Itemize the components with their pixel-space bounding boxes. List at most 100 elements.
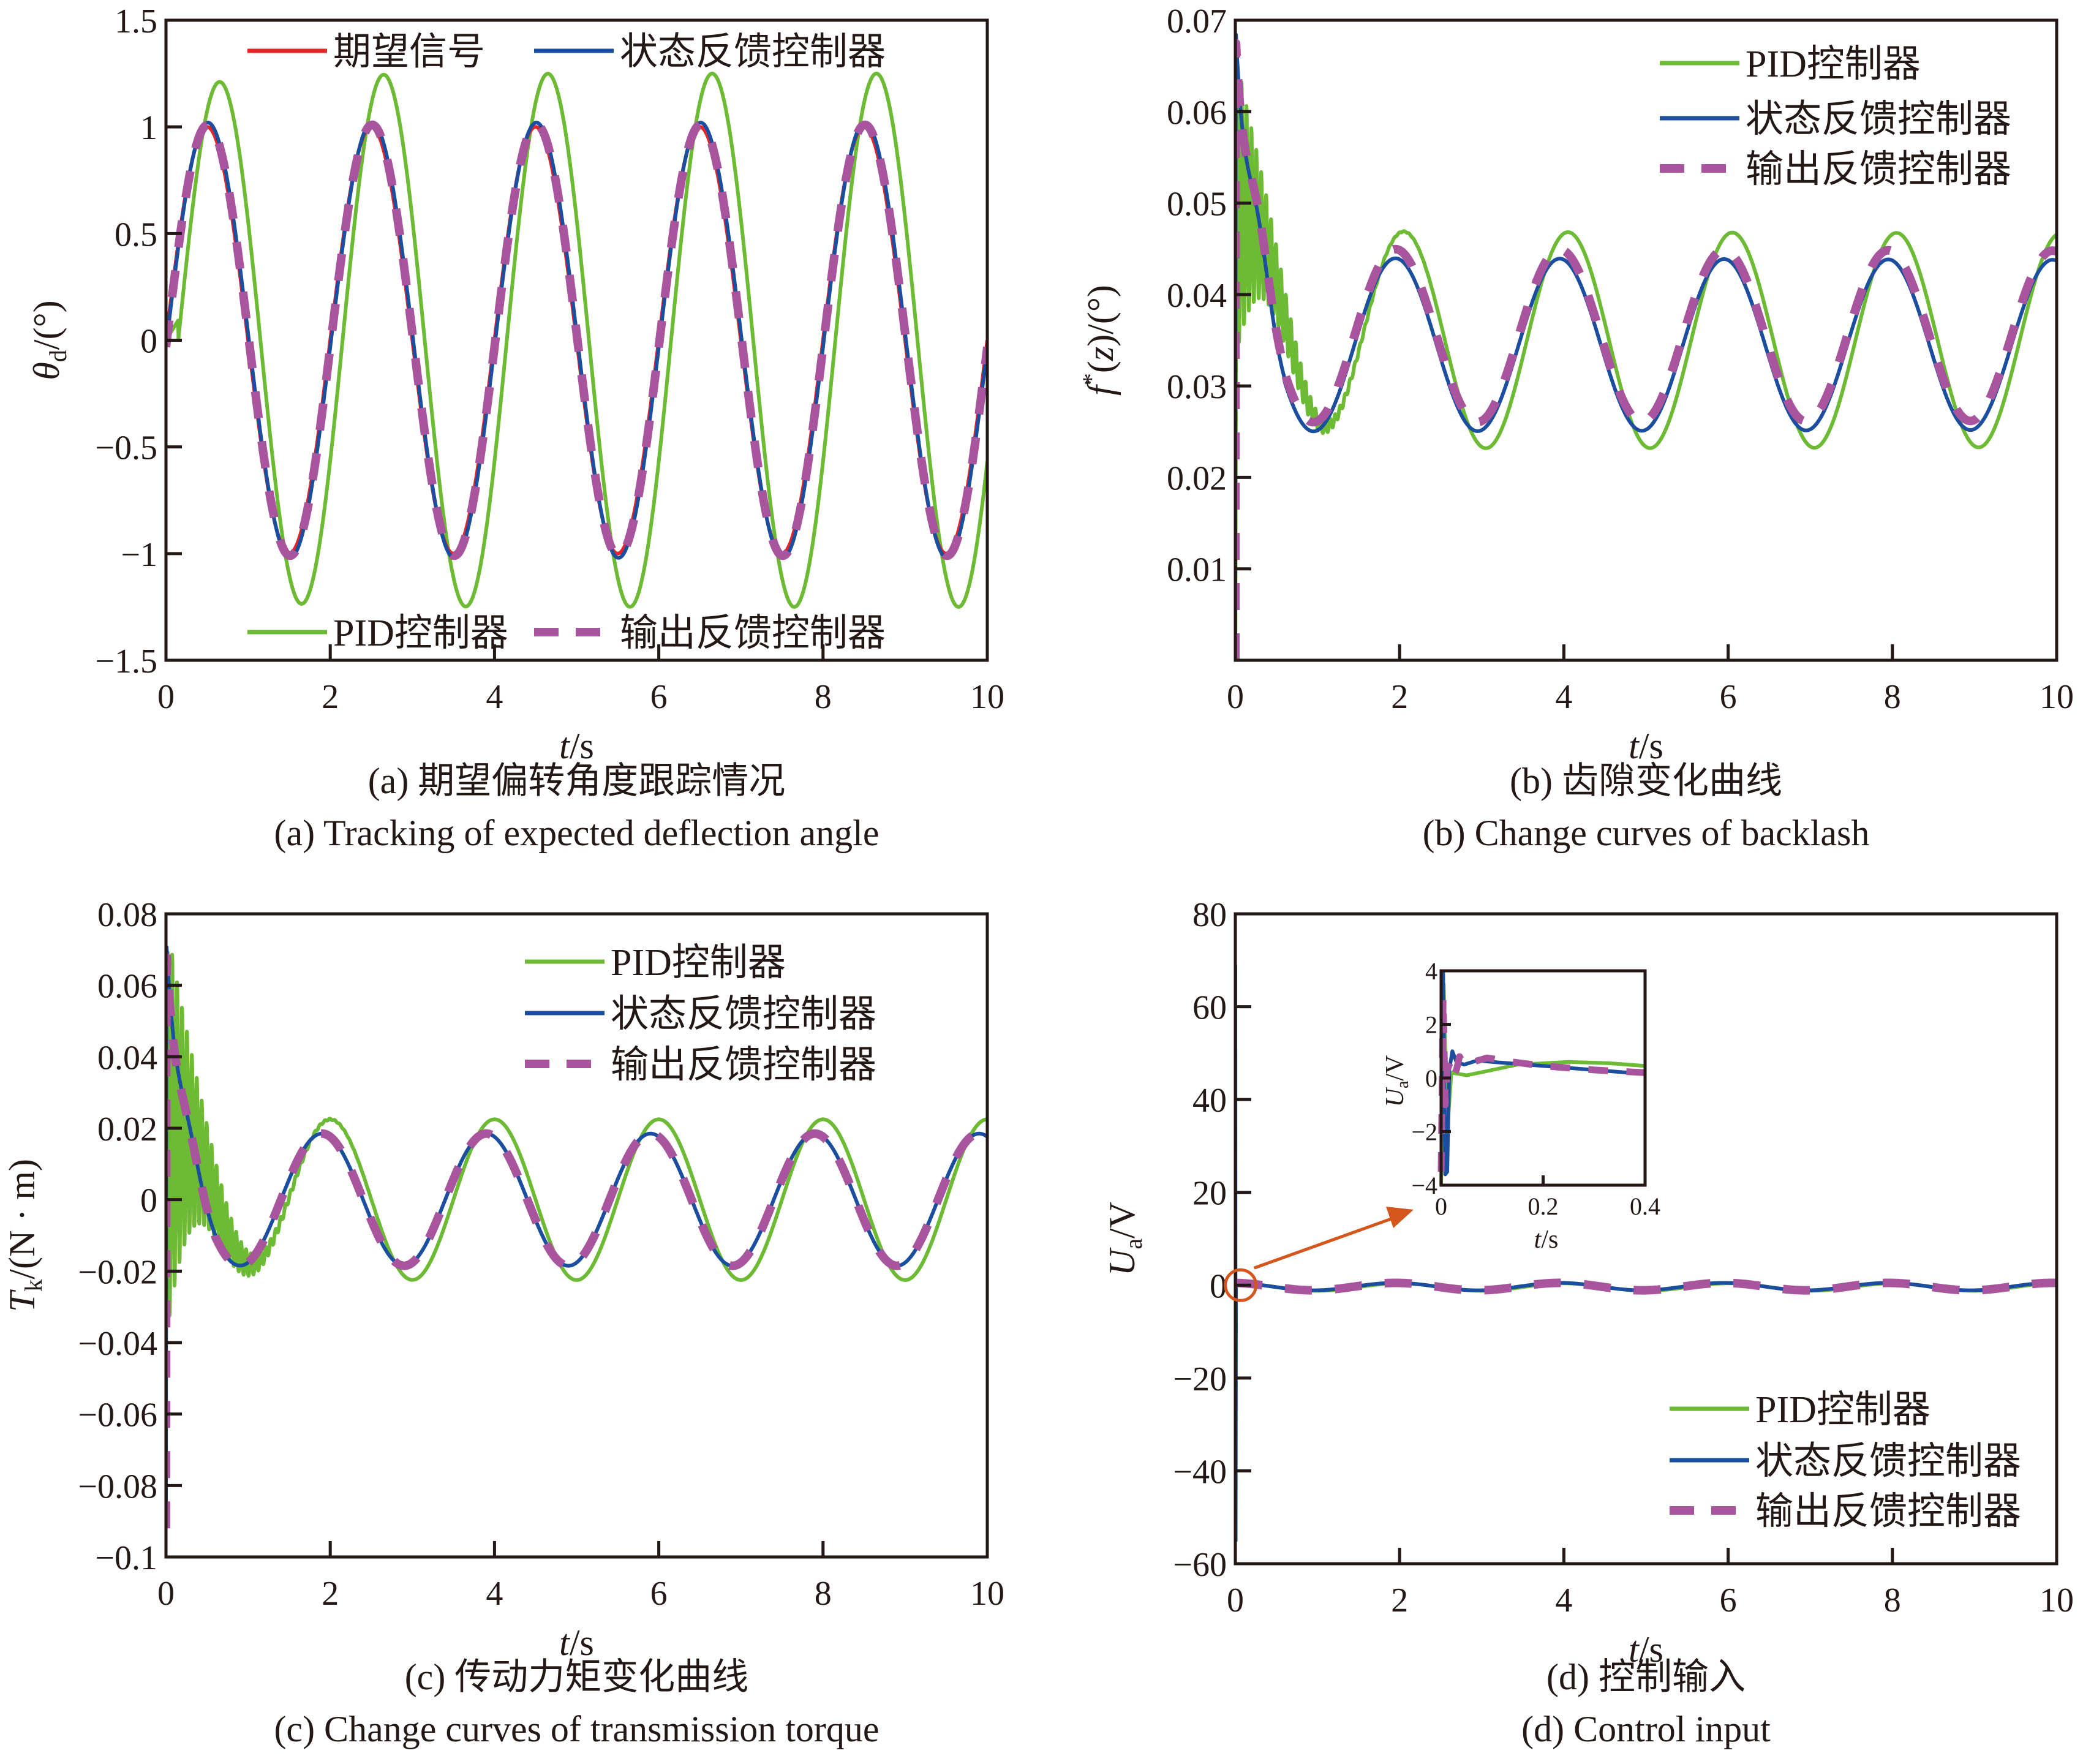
legend-entry-pid: PID控制器 — [525, 942, 786, 984]
axes-frame — [164, 912, 989, 1559]
x-axis-label-unit: /s — [570, 1623, 594, 1663]
y-axis-label-superscript: * — [1077, 373, 1105, 385]
x-axis-label: t/s — [1629, 1629, 1663, 1670]
series-line-pid — [166, 72, 987, 609]
y-tick-label: 0.02 — [1167, 459, 1227, 497]
x-axis-label: t/s — [559, 726, 594, 766]
inset-y-axis-label: Ua/V — [1381, 1055, 1412, 1107]
y-axis-label: Ua/V — [1102, 1202, 1147, 1276]
x-tick-label: 10 — [970, 678, 1004, 716]
caption-en: (a) Tracking of expected deflection angl… — [274, 813, 880, 853]
inset-y-tick-label: 0 — [1425, 1065, 1437, 1092]
legend-label-pid: PID控制器 — [1746, 43, 1921, 85]
y-tick-label: 0.06 — [1167, 94, 1227, 132]
y-axis-label-unit: /(N · m) — [2, 1159, 42, 1280]
x-axis-label-unit: /s — [1639, 726, 1663, 766]
y-tick-label: 0.08 — [97, 896, 157, 934]
caption-cn: (b) 齿隙变化曲线 — [1510, 761, 1782, 801]
y-tick-label: −0.5 — [95, 429, 157, 467]
y-axis-label-unit: /V — [1102, 1202, 1142, 1238]
legend-entry-state_feedback: 状态反馈控制器 — [525, 993, 876, 1035]
panel-a-tracking: 0 2 4 6 8 10 −1.5 −1 −0.5 0 0.5 1 1.5 t/s θd/(°) 期望信号 状态… — [26, 2, 1004, 853]
x-tick-label: 0 — [157, 678, 175, 716]
inset-x-tick-label: 0.2 — [1528, 1193, 1559, 1220]
x-tick-label: 4 — [486, 678, 503, 716]
y-axis-label-symbol: θ — [26, 362, 67, 380]
y-tick-label: 40 — [1192, 1082, 1227, 1120]
legend-entry-output_feedback: 输出反馈控制器 — [1670, 1491, 2021, 1532]
y-tick-label: −0.1 — [95, 1539, 157, 1577]
y-tick-label: −60 — [1173, 1546, 1227, 1584]
caption-cn: (a) 期望偏转角度跟踪情况 — [368, 761, 786, 801]
x-tick-label: 8 — [1884, 678, 1901, 716]
x-tick-label: 0 — [1227, 678, 1244, 716]
legend-label-state_feedback: 状态反馈控制器 — [611, 993, 876, 1035]
x-tick-label: 8 — [815, 1575, 832, 1613]
y-tick-label: 0 — [140, 1182, 157, 1220]
y-tick-label: 1.5 — [115, 2, 157, 40]
zoom-arrow-head — [1386, 1207, 1414, 1228]
x-tick-label: 10 — [2040, 678, 2074, 716]
x-tick-label: 10 — [970, 1575, 1004, 1613]
y-tick-label: 0.06 — [97, 968, 157, 1006]
legend-label-output_feedback: 输出反馈控制器 — [620, 612, 886, 654]
zoom-circle-annotation — [1224, 1268, 1258, 1302]
series-line-output_feedback — [166, 953, 987, 1529]
series-line-output_feedback — [166, 120, 987, 560]
y-tick-label: 0.04 — [1167, 277, 1227, 315]
x-tick-label: 2 — [322, 678, 339, 716]
x-tick-label: 2 — [1391, 678, 1408, 716]
y-tick-label: −1.5 — [95, 643, 157, 680]
x-tick-label: 10 — [2040, 1581, 2074, 1619]
series-line-output_feedback — [1235, 39, 2057, 660]
x-tick-label: 6 — [1720, 678, 1737, 716]
caption-cn: (c) 传动力矩变化曲线 — [405, 1657, 749, 1697]
x-tick-label: 6 — [1720, 1581, 1737, 1619]
legend-label-desired: 期望信号 — [333, 31, 485, 73]
y-axis-label-z: z — [1080, 347, 1121, 361]
x-axis-label-unit: /s — [570, 726, 594, 766]
x-tick-label: 4 — [1555, 678, 1572, 716]
legend-label-output_feedback: 输出反馈控制器 — [611, 1044, 876, 1086]
y-tick-label: 0.04 — [97, 1039, 157, 1077]
inset-x-axis-label-unit: /s — [1541, 1226, 1558, 1254]
inset-chart: 0 0.2 0.4 −4 −2 0 2 4 t/s Ua/V — [1381, 957, 1660, 1254]
caption-en: (c) Change curves of transmission torque — [274, 1709, 879, 1749]
y-tick-label: −0.06 — [78, 1396, 157, 1434]
x-axis-label: t/s — [559, 1623, 594, 1663]
y-tick-label: −1 — [121, 536, 157, 574]
x-axis-label-var: t — [1629, 726, 1640, 766]
inset-x-tick-label: 0 — [1435, 1193, 1447, 1220]
inset-y-axis-label-subscript: a — [1393, 1080, 1412, 1088]
series-group — [166, 945, 987, 1529]
x-tick-label: 0 — [1227, 1581, 1244, 1619]
legend-label-state_feedback: 状态反馈控制器 — [1746, 99, 2011, 140]
y-axis-label-unit: /(°) — [26, 300, 67, 350]
zoom-arrow-line — [1253, 1213, 1402, 1270]
y-axis-label: Tk/(N · m) — [2, 1159, 47, 1312]
x-axis-label-var: t — [1629, 1629, 1640, 1670]
x-tick-label: 6 — [650, 1575, 668, 1613]
y-tick-label: 0.02 — [97, 1110, 157, 1148]
y-axis-label: f*(z)/(°) — [1077, 285, 1121, 396]
y-axis-label-subscript: d — [44, 350, 72, 362]
y-tick-label: 60 — [1192, 989, 1227, 1027]
y-axis-label-unit: ( — [1080, 361, 1121, 373]
legend-entry-output_feedback: 输出反馈控制器 — [525, 1044, 876, 1086]
y-tick-label: 20 — [1192, 1175, 1227, 1213]
x-tick-label: 6 — [650, 678, 668, 716]
y-axis-label-symbol: T — [2, 1289, 42, 1312]
legend-entry-pid: PID控制器 — [1670, 1389, 1930, 1431]
inset-x-tick-label: 0.4 — [1630, 1193, 1660, 1220]
x-axis-label: t/s — [1629, 726, 1663, 766]
x-tick-label: 2 — [322, 1575, 339, 1613]
inset-x-axis-label: t/s — [1534, 1226, 1559, 1254]
legend-label-pid: PID控制器 — [1755, 1389, 1930, 1431]
y-tick-label: 0 — [140, 323, 157, 361]
inset-series-line-output_feedback — [1437, 994, 1645, 1172]
x-tick-label: 4 — [486, 1575, 503, 1613]
y-axis-label: θd/(°) — [26, 300, 72, 380]
legend-entry-pid: PID控制器 — [247, 612, 508, 654]
inset-y-axis-label-symbol: U — [1381, 1087, 1409, 1107]
legend-label-state_feedback: 状态反馈控制器 — [1755, 1441, 2021, 1482]
